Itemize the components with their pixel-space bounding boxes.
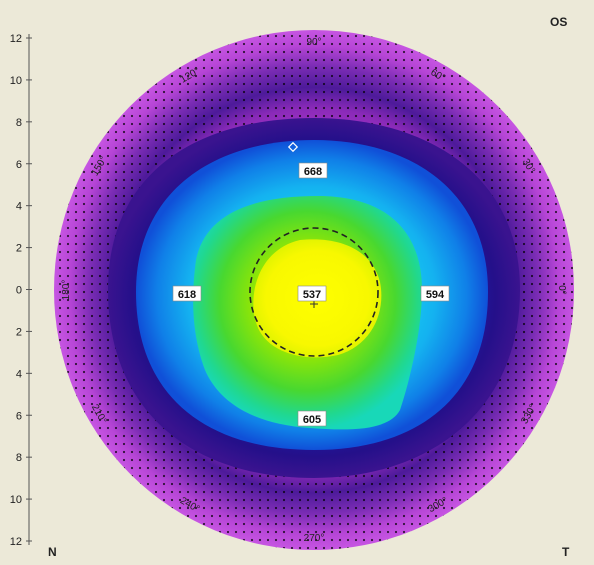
y-tick-label: 0 — [16, 285, 22, 297]
temporal-label: T — [562, 545, 570, 559]
value-nasal: 618 — [178, 289, 196, 301]
angle-label: 180° — [61, 280, 72, 301]
thickness-disc — [54, 30, 574, 550]
y-tick-label: 10 — [10, 494, 22, 506]
y-tick-label: 6 — [16, 410, 22, 422]
y-tick-label: 8 — [16, 117, 22, 129]
central-zone-circle — [249, 227, 379, 357]
y-tick-label: 2 — [16, 326, 22, 338]
y-tick-label: 4 — [16, 368, 22, 380]
thinnest-point-marker — [310, 300, 318, 308]
y-tick-label: 2 — [16, 243, 22, 255]
y-tick-label: 12 — [10, 536, 22, 548]
nasal-label: N — [48, 545, 57, 559]
y-tick-label: 8 — [16, 452, 22, 464]
y-tick-label: 6 — [16, 159, 22, 171]
y-tick-label: 10 — [10, 75, 22, 87]
apex-marker-icon — [287, 141, 299, 153]
thickness-value-center: 537 — [297, 285, 327, 302]
value-temporal: 594 — [426, 289, 445, 301]
thickness-value-temporal: 594 — [420, 285, 450, 302]
angle-label: 270° — [304, 533, 325, 544]
y-tick-label: 12 — [10, 33, 22, 45]
thickness-value-superior: 668 — [298, 162, 328, 179]
angle-label: 90° — [306, 37, 321, 48]
thickness-value-inferior: 605 — [297, 410, 327, 427]
eye-label: OS — [550, 15, 567, 29]
angle-label: 0° — [556, 285, 567, 295]
y-axis: 12 10 8 6 4 2 0 2 4 6 8 10 12 — [10, 33, 32, 548]
value-center: 537 — [303, 289, 321, 301]
value-inferior: 605 — [303, 414, 321, 426]
value-superior: 668 — [304, 166, 322, 178]
thickness-value-nasal: 618 — [172, 285, 202, 302]
y-tick-label: 4 — [16, 201, 22, 213]
